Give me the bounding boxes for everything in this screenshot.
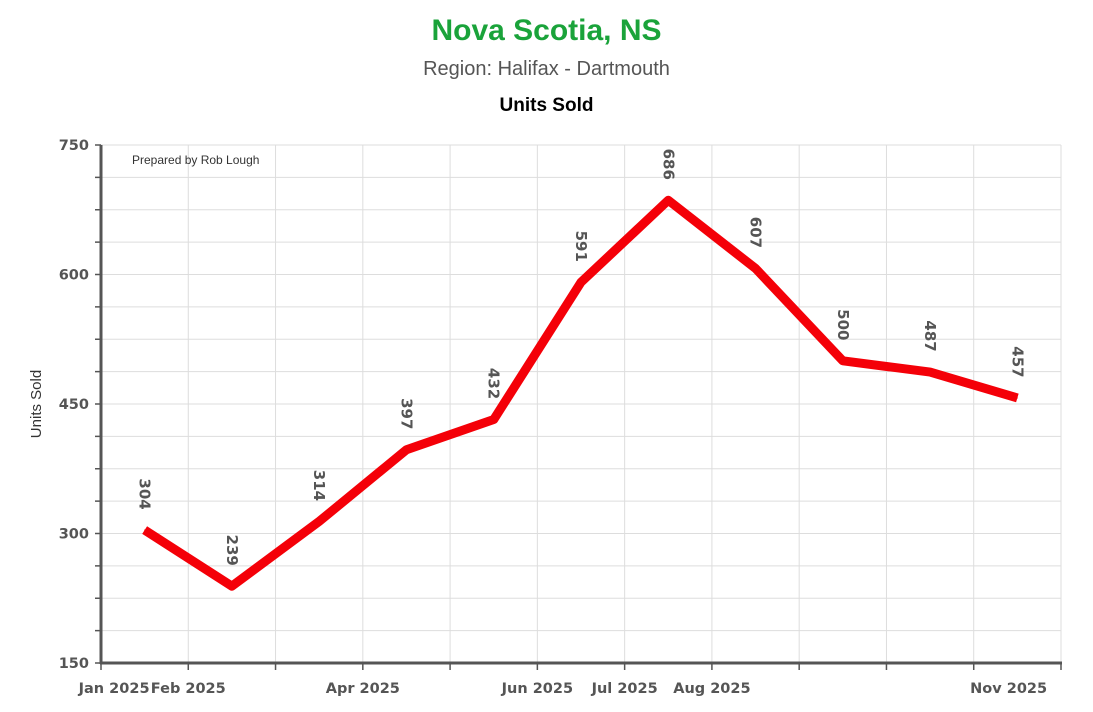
x-tick-label: Jul 2025: [591, 681, 658, 697]
y-tick-label: 750: [59, 138, 89, 154]
x-tick-label: Aug 2025: [673, 681, 750, 697]
chart-metric-title: Units Sold: [499, 95, 594, 116]
data-label: 304: [136, 478, 154, 509]
data-point: [493, 419, 495, 421]
x-axis-ticks: Jan 2025 Feb 2025 Apr 2025 Jun 2025 Jul 2025…: [78, 681, 1047, 697]
data-label: 607: [747, 217, 765, 248]
data-label: 239: [223, 535, 241, 566]
data-label: 686: [659, 149, 677, 180]
data-point: [231, 585, 233, 587]
x-tick-label: Nov 2025: [970, 681, 1047, 697]
y-tick-label: 450: [59, 397, 89, 413]
axes: [95, 144, 1062, 670]
data-label: 432: [485, 368, 503, 399]
data-point: [580, 281, 582, 283]
data-labels: 304 239 314 397 432 591 686 607 500 487 457: [136, 149, 1027, 566]
data-point: [144, 529, 146, 531]
x-tick-label: Jan 2025: [78, 681, 150, 697]
data-point: [929, 371, 931, 373]
data-label: 500: [834, 309, 852, 340]
chart-title: Nova Scotia, NS: [431, 14, 662, 47]
data-point: [755, 267, 757, 269]
x-tick-label: Apr 2025: [326, 681, 400, 697]
data-point: [667, 199, 669, 201]
y-axis-ticks: 150 300 450 600 750: [59, 138, 89, 672]
y-axis-title: Units Sold: [28, 370, 45, 438]
y-tick-label: 600: [59, 268, 89, 284]
chart-subtitle: Region: Halifax - Dartmouth: [423, 58, 670, 80]
y-tick-label: 150: [59, 656, 89, 672]
data-label: 314: [310, 470, 328, 501]
x-tick-label: Feb 2025: [151, 681, 226, 697]
y-tick-label: 300: [59, 527, 89, 543]
data-label: 487: [921, 320, 939, 351]
data-label: 591: [572, 231, 590, 262]
series-group: [142, 195, 1019, 591]
grid-lines: [100, 144, 1062, 664]
data-label: 457: [1008, 346, 1026, 377]
data-point: [405, 449, 407, 451]
x-tick-label: Jun 2025: [501, 681, 573, 697]
data-point: [1016, 397, 1018, 399]
data-label: 397: [397, 398, 415, 429]
credit-text: Prepared by Rob Lough: [132, 153, 259, 167]
data-point: [842, 360, 844, 362]
data-point: [318, 520, 320, 522]
